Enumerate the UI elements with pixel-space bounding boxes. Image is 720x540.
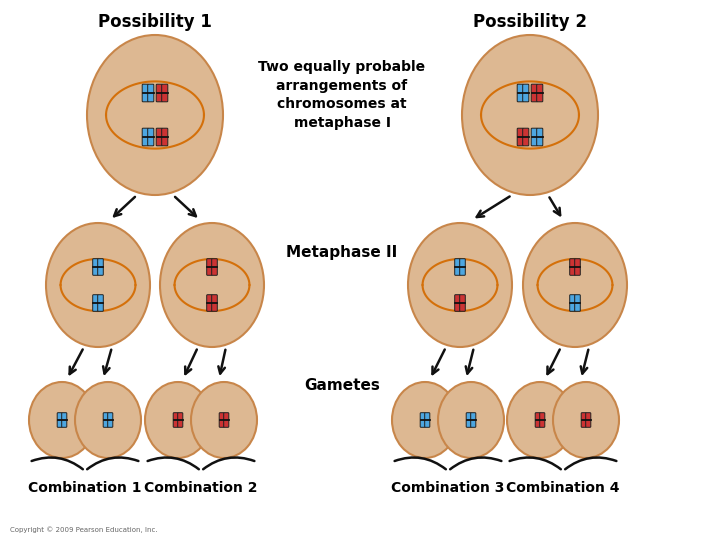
FancyBboxPatch shape [207, 295, 212, 311]
FancyBboxPatch shape [62, 413, 67, 427]
Text: Two equally probable
arrangements of
chromosomes at
metaphase I: Two equally probable arrangements of chr… [258, 60, 426, 130]
FancyBboxPatch shape [420, 413, 426, 427]
FancyBboxPatch shape [531, 128, 537, 146]
Text: Combination 3: Combination 3 [391, 481, 505, 495]
FancyBboxPatch shape [575, 295, 580, 311]
FancyBboxPatch shape [517, 84, 523, 102]
FancyBboxPatch shape [98, 259, 103, 275]
FancyBboxPatch shape [459, 259, 465, 275]
FancyBboxPatch shape [212, 295, 217, 311]
FancyBboxPatch shape [570, 259, 575, 275]
Ellipse shape [29, 382, 95, 458]
Text: Possibility 2: Possibility 2 [473, 13, 587, 31]
FancyBboxPatch shape [570, 295, 575, 311]
FancyBboxPatch shape [467, 413, 472, 427]
Ellipse shape [507, 382, 573, 458]
FancyBboxPatch shape [531, 84, 537, 102]
Ellipse shape [160, 223, 264, 347]
FancyBboxPatch shape [535, 413, 540, 427]
FancyBboxPatch shape [455, 259, 460, 275]
Ellipse shape [462, 35, 598, 195]
FancyBboxPatch shape [536, 84, 543, 102]
FancyBboxPatch shape [575, 259, 580, 275]
FancyBboxPatch shape [536, 128, 543, 146]
FancyBboxPatch shape [517, 128, 523, 146]
Text: Combination 4: Combination 4 [506, 481, 620, 495]
FancyBboxPatch shape [224, 413, 229, 427]
FancyBboxPatch shape [93, 295, 99, 311]
FancyBboxPatch shape [142, 128, 148, 146]
Ellipse shape [392, 382, 458, 458]
FancyBboxPatch shape [148, 84, 154, 102]
FancyBboxPatch shape [156, 84, 162, 102]
FancyBboxPatch shape [57, 413, 63, 427]
Ellipse shape [438, 382, 504, 458]
FancyBboxPatch shape [523, 84, 528, 102]
Ellipse shape [75, 382, 141, 458]
FancyBboxPatch shape [207, 259, 212, 275]
FancyBboxPatch shape [98, 295, 103, 311]
FancyBboxPatch shape [581, 413, 586, 427]
FancyBboxPatch shape [212, 259, 217, 275]
FancyBboxPatch shape [156, 128, 162, 146]
FancyBboxPatch shape [174, 413, 179, 427]
Text: Possibility 1: Possibility 1 [98, 13, 212, 31]
FancyBboxPatch shape [162, 84, 168, 102]
FancyBboxPatch shape [108, 413, 113, 427]
FancyBboxPatch shape [162, 128, 168, 146]
Text: Metaphase II: Metaphase II [287, 245, 397, 260]
FancyBboxPatch shape [471, 413, 476, 427]
Text: Combination 2: Combination 2 [144, 481, 258, 495]
Text: Gametes: Gametes [304, 377, 380, 393]
Ellipse shape [408, 223, 512, 347]
Ellipse shape [553, 382, 619, 458]
Text: Combination 1: Combination 1 [28, 481, 142, 495]
FancyBboxPatch shape [425, 413, 430, 427]
FancyBboxPatch shape [93, 259, 99, 275]
FancyBboxPatch shape [148, 128, 154, 146]
FancyBboxPatch shape [585, 413, 591, 427]
Ellipse shape [46, 223, 150, 347]
FancyBboxPatch shape [459, 295, 465, 311]
Ellipse shape [523, 223, 627, 347]
FancyBboxPatch shape [142, 84, 148, 102]
FancyBboxPatch shape [178, 413, 183, 427]
Ellipse shape [191, 382, 257, 458]
FancyBboxPatch shape [103, 413, 108, 427]
Ellipse shape [87, 35, 223, 195]
FancyBboxPatch shape [455, 295, 460, 311]
Ellipse shape [145, 382, 211, 458]
FancyBboxPatch shape [540, 413, 545, 427]
FancyBboxPatch shape [219, 413, 225, 427]
FancyBboxPatch shape [523, 128, 528, 146]
Text: Copyright © 2009 Pearson Education, Inc.: Copyright © 2009 Pearson Education, Inc. [10, 526, 158, 534]
